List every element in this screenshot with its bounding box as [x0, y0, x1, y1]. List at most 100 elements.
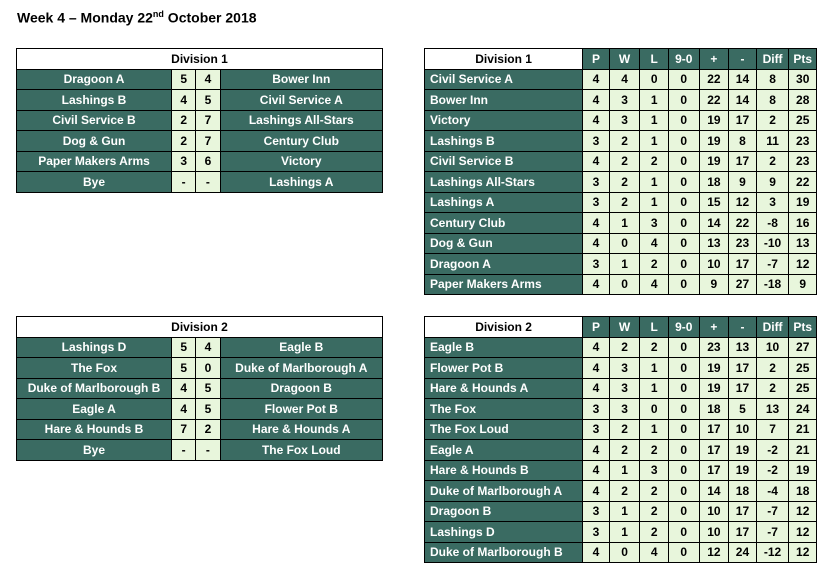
stat-cell: 4 — [582, 232, 610, 254]
home-team: The Fox — [15, 357, 173, 379]
stat-cell: -2 — [755, 439, 790, 461]
page-title: Week 4 – Monday 22nd October 2018 — [17, 9, 257, 26]
stat-cell: 4 — [582, 439, 610, 461]
stat-cell: 1 — [639, 130, 669, 152]
team-name: Civil Service A — [423, 68, 584, 90]
stat-cell: 2 — [755, 357, 790, 379]
league-row: Civil Service A 4 4 0 0 22 14 8 30 — [423, 68, 817, 90]
team-name: The Fox — [423, 398, 584, 420]
stat-cell: 9 — [698, 273, 730, 295]
league-column-header: 9-0 — [667, 316, 700, 338]
stat-cell: 3 — [608, 377, 641, 399]
team-name: Lashings B — [423, 130, 584, 152]
stat-cell: 12 — [698, 541, 730, 563]
stat-cell: 11 — [755, 130, 790, 152]
stat-cell: 17 — [728, 357, 757, 379]
home-team: Lashings D — [15, 336, 173, 358]
stat-cell: 2 — [608, 418, 641, 440]
league-row: Century Club 4 1 3 0 14 22 -8 16 — [423, 212, 817, 234]
stat-cell: 2 — [639, 480, 669, 502]
stat-cell: 4 — [639, 232, 669, 254]
stat-cell: 1 — [639, 377, 669, 399]
stat-cell: 2 — [608, 130, 641, 152]
stat-cell: 3 — [582, 521, 610, 543]
stat-cell: 0 — [667, 89, 700, 111]
stat-cell: 23 — [788, 130, 817, 152]
stat-cell: -12 — [755, 541, 790, 563]
stat-cell: 4 — [639, 541, 669, 563]
stat-cell: 13 — [728, 336, 757, 358]
stat-cell: 5 — [728, 398, 757, 420]
away-team: Duke of Marlborough A — [219, 357, 384, 379]
stat-cell: 0 — [667, 171, 700, 193]
stat-cell: 7 — [755, 418, 790, 440]
stat-cell: -2 — [755, 459, 790, 481]
away-score: 4 — [195, 68, 221, 90]
stat-cell: 2 — [639, 336, 669, 358]
stat-cell: 13 — [788, 232, 817, 254]
fixture-row: Hare & Hounds B 7 2 Hare & Hounds A — [15, 418, 384, 440]
stat-cell: 17 — [728, 377, 757, 399]
league-column-header: Diff — [755, 48, 790, 70]
stat-cell: 1 — [608, 212, 641, 234]
league-row: Dog & Gun 4 0 4 0 13 23 -10 13 — [423, 232, 817, 254]
stat-cell: 0 — [667, 398, 700, 420]
stat-cell: 0 — [667, 439, 700, 461]
stat-cell: 2 — [608, 191, 641, 213]
fixture-row: Dragoon A 5 4 Bower Inn — [15, 68, 384, 90]
stat-cell: 4 — [582, 377, 610, 399]
league-column-header: 9-0 — [667, 48, 700, 70]
away-score: 5 — [195, 377, 221, 399]
team-name: Lashings A — [423, 191, 584, 213]
league-row: Flower Pot B 4 3 1 0 19 17 2 25 — [423, 357, 817, 379]
fixtures-division-header: Division 1 — [16, 48, 383, 70]
stat-cell: 2 — [755, 150, 790, 172]
stat-cell: 0 — [639, 398, 669, 420]
stat-cell: 1 — [608, 500, 641, 522]
league-row: The Fox 3 3 0 0 18 5 13 24 — [423, 398, 817, 420]
stat-cell: 12 — [788, 500, 817, 522]
stat-cell: 4 — [582, 459, 610, 481]
stat-cell: 18 — [728, 480, 757, 502]
stat-cell: 22 — [728, 212, 757, 234]
away-team: Civil Service A — [219, 89, 384, 111]
home-team: Lashings B — [15, 89, 173, 111]
stat-cell: 0 — [667, 253, 700, 275]
stat-cell: 8 — [755, 89, 790, 111]
stat-cell: 30 — [788, 68, 817, 90]
stat-cell: 10 — [698, 253, 730, 275]
league-column-header: W — [608, 48, 641, 70]
division-1-league-table: Division 1 P W L 9-0 + - Diff Pts Civil Service … — [423, 48, 817, 295]
away-team: Century Club — [219, 130, 384, 152]
stat-cell: 17 — [728, 521, 757, 543]
stat-cell: 19 — [698, 357, 730, 379]
stat-cell: -18 — [755, 273, 790, 295]
fixture-row: Bye - - Lashings A — [15, 171, 384, 193]
league-column-header: P — [582, 48, 610, 70]
team-name: Dragoon A — [423, 253, 584, 275]
stat-cell: 0 — [667, 191, 700, 213]
stat-cell: 4 — [582, 336, 610, 358]
home-score: 4 — [171, 89, 197, 111]
home-score: 5 — [171, 336, 197, 358]
league-column-header: Pts — [788, 316, 817, 338]
stat-cell: 0 — [667, 521, 700, 543]
away-score: 5 — [195, 398, 221, 420]
stat-cell: 1 — [639, 191, 669, 213]
league-row: Lashings All-Stars 3 2 1 0 18 9 9 22 — [423, 171, 817, 193]
stat-cell: 19 — [728, 439, 757, 461]
stat-cell: 0 — [667, 418, 700, 440]
stat-cell: 21 — [788, 439, 817, 461]
league-division-header: Division 2 — [423, 316, 584, 338]
stat-cell: 0 — [667, 541, 700, 563]
stat-cell: 1 — [639, 357, 669, 379]
stat-cell: 4 — [582, 273, 610, 295]
stat-cell: 14 — [698, 480, 730, 502]
stat-cell: 22 — [698, 68, 730, 90]
stat-cell: 23 — [698, 336, 730, 358]
stat-cell: 3 — [639, 459, 669, 481]
away-team: Lashings A — [219, 171, 384, 193]
stat-cell: 28 — [788, 89, 817, 111]
stat-cell: 1 — [608, 521, 641, 543]
team-name: Civil Service B — [423, 150, 584, 172]
